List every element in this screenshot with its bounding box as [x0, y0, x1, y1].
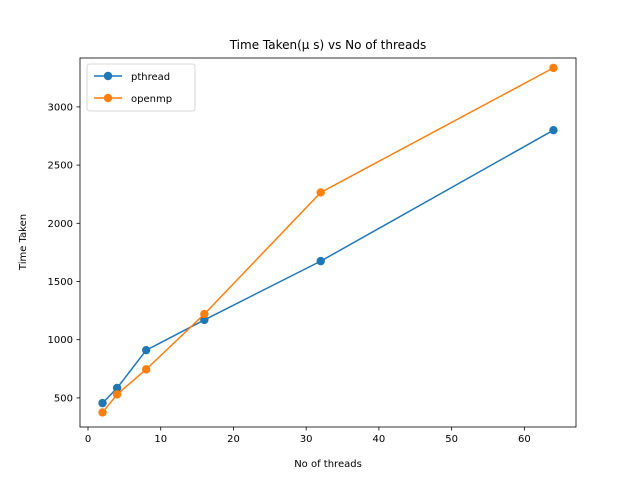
axes-frame	[79, 57, 577, 428]
data-point-openmp	[200, 309, 209, 319]
y-tick-label: 2500	[48, 161, 73, 172]
data-point-pthread	[141, 345, 151, 355]
y-tick-label: 500	[54, 393, 73, 404]
y-tick-label: 1500	[48, 277, 73, 288]
x-tick-label: 50	[445, 434, 458, 445]
x-tick-label: 40	[373, 434, 386, 445]
y-axis-label: Time Taken	[18, 214, 29, 271]
y-tick-label: 3000	[48, 102, 73, 113]
data-point-pthread	[200, 315, 209, 325]
x-tick-label: 20	[227, 434, 240, 445]
data-point-openmp	[549, 63, 558, 73]
x-tick-label: 0	[85, 434, 91, 445]
legend-label-pthread: pthread	[131, 72, 170, 83]
y-tick-label: 2000	[48, 219, 73, 230]
data-point-openmp	[112, 390, 122, 399]
legend-marker-pthread	[103, 71, 113, 81]
data-point-pthread	[316, 256, 325, 266]
series-pthread	[98, 125, 558, 408]
data-point-openmp	[316, 188, 325, 197]
series-openmp	[98, 63, 558, 417]
data-point-pthread	[549, 125, 558, 135]
data-point-pthread	[98, 398, 107, 408]
axis-ticks: 0 10 20 30 40 50 60 500 1000 1500 2000 2500 3000	[48, 102, 531, 445]
data-point-pthread	[112, 383, 122, 393]
x-tick-label: 10	[154, 434, 167, 445]
legend-label-openmp: openmp	[131, 94, 172, 105]
x-axis-label: No of threads	[294, 459, 362, 470]
y-tick-label: 1000	[48, 335, 73, 346]
data-point-openmp	[141, 365, 151, 374]
plot-area	[98, 63, 558, 417]
legend-marker-openmp	[103, 93, 113, 103]
x-tick-label: 30	[300, 434, 313, 445]
data-point-openmp	[98, 408, 107, 417]
x-tick-label: 60	[518, 434, 531, 445]
chart-title: Time Taken(μ s) vs No of threads	[229, 38, 427, 52]
legend: pthread openmp	[86, 63, 196, 112]
